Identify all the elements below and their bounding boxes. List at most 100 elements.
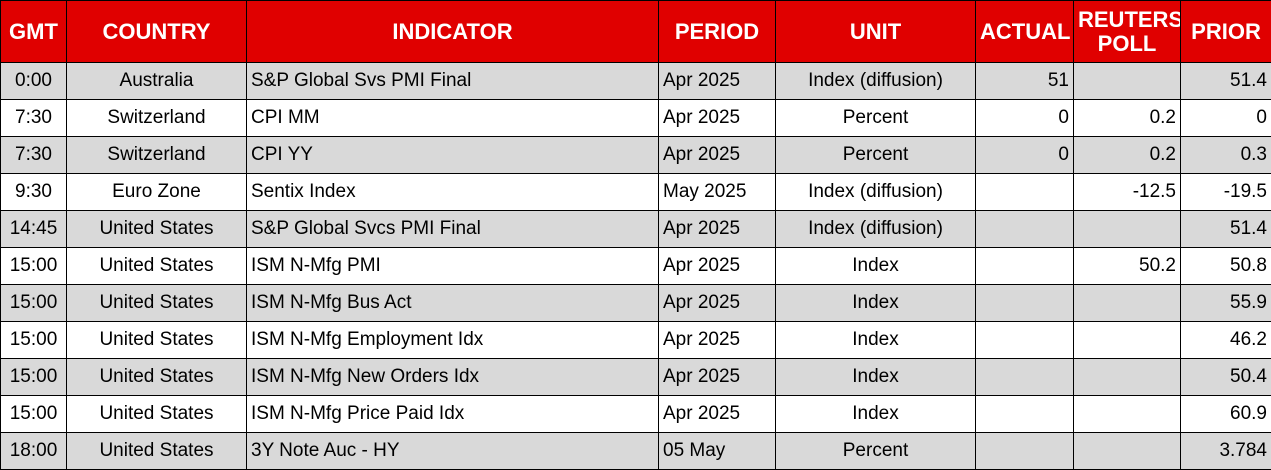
header-period: PERIOD [659,1,776,63]
actual-cell [976,211,1074,248]
reuters-poll-cell [1074,63,1181,100]
reuters-poll-cell [1074,285,1181,322]
header-gmt: GMT [1,1,67,63]
country-cell: United States [67,248,247,285]
actual-cell [976,322,1074,359]
actual-cell [976,174,1074,211]
prior-cell: 50.8 [1181,248,1271,285]
actual-cell [976,359,1074,396]
reuters-poll-cell: 50.2 [1074,248,1181,285]
country-cell: Switzerland [67,100,247,137]
prior-cell: -19.5 [1181,174,1271,211]
indicator-cell: ISM N-Mfg Bus Act [247,285,659,322]
indicator-cell: ISM N-Mfg Employment Idx [247,322,659,359]
unit-cell: Percent [776,433,976,470]
country-cell: United States [67,396,247,433]
period-cell: Apr 2025 [659,100,776,137]
header-row: GMT COUNTRY INDICATOR PERIOD UNIT ACTUAL… [1,1,1271,63]
unit-cell: Index (diffusion) [776,174,976,211]
indicator-cell: ISM N-Mfg Price Paid Idx [247,396,659,433]
reuters-poll-cell: 0.2 [1074,137,1181,174]
country-cell: United States [67,211,247,248]
period-cell: Apr 2025 [659,359,776,396]
gmt-cell: 15:00 [1,322,67,359]
indicator-cell: Sentix Index [247,174,659,211]
reuters-poll-cell [1074,211,1181,248]
reuters-poll-cell [1074,322,1181,359]
indicator-cell: CPI YY [247,137,659,174]
reuters-poll-cell [1074,359,1181,396]
indicator-cell: ISM N-Mfg New Orders Idx [247,359,659,396]
indicator-cell: S&P Global Svs PMI Final [247,63,659,100]
country-cell: United States [67,285,247,322]
actual-cell [976,396,1074,433]
country-cell: Switzerland [67,137,247,174]
header-prior: PRIOR [1181,1,1271,63]
gmt-cell: 18:00 [1,433,67,470]
indicator-cell: 3Y Note Auc - HY [247,433,659,470]
header-actual: ACTUAL [976,1,1074,63]
gmt-cell: 14:45 [1,211,67,248]
period-cell: May 2025 [659,174,776,211]
prior-cell: 0.3 [1181,137,1271,174]
prior-cell: 60.9 [1181,396,1271,433]
gmt-cell: 7:30 [1,100,67,137]
period-cell: 05 May [659,433,776,470]
country-cell: Euro Zone [67,174,247,211]
period-cell: Apr 2025 [659,396,776,433]
gmt-cell: 15:00 [1,359,67,396]
header-reuters-poll: REUTERS POLL [1074,1,1181,63]
gmt-cell: 9:30 [1,174,67,211]
prior-cell: 51.4 [1181,63,1271,100]
period-cell: Apr 2025 [659,63,776,100]
gmt-cell: 15:00 [1,396,67,433]
unit-cell: Percent [776,100,976,137]
period-cell: Apr 2025 [659,322,776,359]
indicator-cell: S&P Global Svcs PMI Final [247,211,659,248]
prior-cell: 55.9 [1181,285,1271,322]
unit-cell: Index (diffusion) [776,63,976,100]
reuters-poll-cell [1074,396,1181,433]
reuters-poll-cell: 0.2 [1074,100,1181,137]
prior-cell: 0 [1181,100,1271,137]
header-unit: UNIT [776,1,976,63]
gmt-cell: 15:00 [1,248,67,285]
actual-cell: 0 [976,100,1074,137]
unit-cell: Index (diffusion) [776,211,976,248]
country-cell: United States [67,359,247,396]
period-cell: Apr 2025 [659,137,776,174]
country-cell: United States [67,433,247,470]
period-cell: Apr 2025 [659,211,776,248]
actual-cell: 0 [976,137,1074,174]
period-cell: Apr 2025 [659,248,776,285]
unit-cell: Index [776,359,976,396]
actual-cell [976,433,1074,470]
prior-cell: 51.4 [1181,211,1271,248]
header-indicator: INDICATOR [247,1,659,63]
prior-cell: 50.4 [1181,359,1271,396]
unit-cell: Percent [776,137,976,174]
reuters-poll-cell: -12.5 [1074,174,1181,211]
unit-cell: Index [776,396,976,433]
header-country: COUNTRY [67,1,247,63]
actual-cell [976,285,1074,322]
actual-cell: 51 [976,63,1074,100]
country-cell: United States [67,322,247,359]
gmt-cell: 15:00 [1,285,67,322]
actual-cell [976,248,1074,285]
period-cell: Apr 2025 [659,285,776,322]
unit-cell: Index [776,322,976,359]
unit-cell: Index [776,248,976,285]
